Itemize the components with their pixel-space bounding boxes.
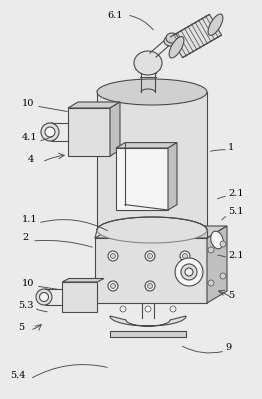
- Ellipse shape: [120, 306, 126, 312]
- Ellipse shape: [40, 292, 48, 302]
- Polygon shape: [168, 142, 177, 210]
- Polygon shape: [62, 282, 97, 312]
- Text: 2: 2: [22, 233, 28, 243]
- Ellipse shape: [183, 253, 188, 259]
- Polygon shape: [110, 102, 120, 156]
- Ellipse shape: [166, 33, 178, 43]
- Ellipse shape: [175, 258, 203, 286]
- Polygon shape: [207, 226, 227, 303]
- Ellipse shape: [141, 66, 155, 72]
- Ellipse shape: [148, 253, 152, 259]
- Ellipse shape: [211, 231, 223, 249]
- Ellipse shape: [145, 281, 155, 291]
- Ellipse shape: [148, 284, 152, 288]
- Polygon shape: [95, 238, 207, 303]
- Text: 2.1: 2.1: [228, 251, 244, 259]
- Ellipse shape: [164, 36, 176, 46]
- Ellipse shape: [108, 251, 118, 261]
- Polygon shape: [116, 148, 168, 210]
- Text: 9: 9: [225, 344, 231, 352]
- Polygon shape: [110, 316, 186, 326]
- Ellipse shape: [208, 247, 214, 253]
- Polygon shape: [68, 108, 110, 156]
- Ellipse shape: [145, 251, 155, 261]
- Text: 4.1: 4.1: [22, 134, 38, 142]
- Text: 5.1: 5.1: [228, 207, 243, 217]
- Ellipse shape: [97, 79, 207, 105]
- Ellipse shape: [181, 264, 197, 280]
- Polygon shape: [171, 14, 221, 57]
- Ellipse shape: [97, 217, 207, 243]
- Ellipse shape: [36, 289, 52, 305]
- Ellipse shape: [111, 284, 116, 288]
- Ellipse shape: [111, 253, 116, 259]
- Ellipse shape: [220, 241, 226, 247]
- Ellipse shape: [169, 37, 184, 58]
- Polygon shape: [95, 226, 227, 238]
- Ellipse shape: [180, 251, 190, 261]
- Ellipse shape: [185, 268, 193, 276]
- Polygon shape: [110, 331, 186, 337]
- Text: 5.3: 5.3: [18, 300, 34, 310]
- Ellipse shape: [220, 273, 226, 279]
- Text: 1.1: 1.1: [22, 215, 38, 225]
- Ellipse shape: [108, 281, 118, 291]
- Polygon shape: [97, 92, 207, 230]
- Text: 5: 5: [18, 324, 24, 332]
- Ellipse shape: [170, 306, 176, 312]
- Text: 4: 4: [28, 156, 34, 164]
- Ellipse shape: [208, 280, 214, 286]
- Text: 5: 5: [228, 290, 234, 300]
- Text: 1: 1: [228, 144, 234, 152]
- Polygon shape: [68, 102, 120, 108]
- Text: 5.4: 5.4: [10, 371, 25, 381]
- Ellipse shape: [208, 14, 223, 36]
- Ellipse shape: [41, 123, 59, 141]
- Ellipse shape: [45, 127, 55, 137]
- Ellipse shape: [134, 51, 162, 75]
- Polygon shape: [116, 142, 177, 148]
- Text: 6.1: 6.1: [107, 10, 123, 20]
- Ellipse shape: [145, 306, 151, 312]
- Text: 10: 10: [22, 279, 34, 288]
- Text: 10: 10: [22, 99, 34, 107]
- Text: 2.1: 2.1: [228, 188, 244, 198]
- Polygon shape: [62, 279, 104, 282]
